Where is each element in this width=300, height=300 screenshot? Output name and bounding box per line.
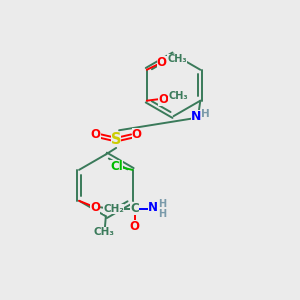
Text: N: N: [148, 201, 158, 214]
Text: H: H: [158, 209, 166, 219]
Text: O: O: [90, 201, 100, 214]
Text: O: O: [130, 220, 140, 233]
Text: Cl: Cl: [110, 160, 123, 173]
Text: CH₃: CH₃: [94, 227, 115, 237]
Text: C: C: [130, 202, 139, 215]
Text: CH₃: CH₃: [167, 54, 187, 64]
Text: O: O: [158, 93, 168, 106]
Text: O: O: [132, 128, 142, 141]
Text: O: O: [91, 128, 100, 141]
Text: N: N: [191, 110, 201, 123]
Text: CH₂: CH₂: [103, 204, 124, 214]
Text: S: S: [111, 132, 122, 147]
Text: CH₃: CH₃: [169, 91, 188, 101]
Text: O: O: [157, 56, 166, 69]
Text: H: H: [158, 199, 166, 209]
Text: H: H: [201, 109, 210, 119]
